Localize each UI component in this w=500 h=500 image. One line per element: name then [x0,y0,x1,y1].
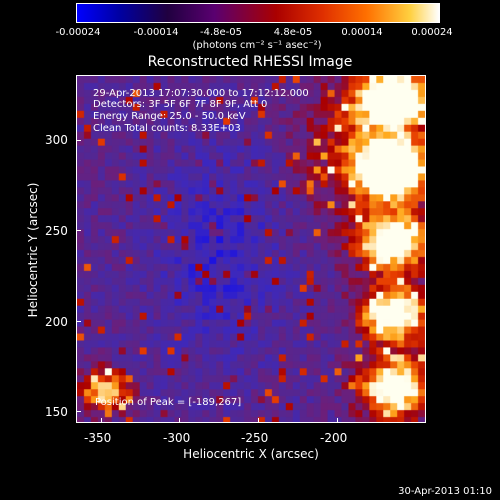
heatmap-image [77,76,425,422]
energy-range-text: Energy Range: 25.0 - 50.0 keV [93,111,246,122]
x-tick-label: -200 [320,431,348,445]
y-tick-label: 300 [45,133,68,147]
detectors-text: Detectors: 3F 5F 6F 7F 8F 9F, Att 0 [93,99,268,110]
timestamp: 30-Apr-2013 01:10 [398,486,492,497]
y-tick-label: 200 [45,315,68,329]
colorbar-label: 0.00024 [411,27,453,38]
colorbar-label: 0.00014 [341,27,383,38]
colorbar-label: 4.8e-05 [273,27,313,38]
y-tick-label: 250 [45,224,68,238]
x-axis-label: Heliocentric X (arcsec) [183,447,319,461]
y-axis-label: Heliocentric Y (arcsec) [26,182,40,318]
colorbar-unit: (photons cm⁻² s⁻¹ asec⁻²) [192,40,322,51]
peak-position-text: Position of Peak = [-189,267] [95,397,242,408]
y-tick-label: 150 [45,405,68,419]
image-plot: 29-Apr-2013 17:07:30.000 to 17:12:12.000… [76,75,426,423]
plot-title: Reconstructed RHESSI Image [147,54,353,70]
colorbar-label: -0.00014 [133,27,179,38]
colorbar-label: -0.00024 [55,27,101,38]
clean-counts-text: Clean Total counts: 8.33E+03 [93,123,241,134]
x-tick-label: -300 [163,431,191,445]
x-tick-label: -350 [84,431,112,445]
colorbar-label: -4.8e-05 [200,27,242,38]
x-tick-label: -250 [241,431,269,445]
colorbar [76,3,440,23]
time-range-text: 29-Apr-2013 17:07:30.000 to 17:12:12.000 [93,88,309,99]
